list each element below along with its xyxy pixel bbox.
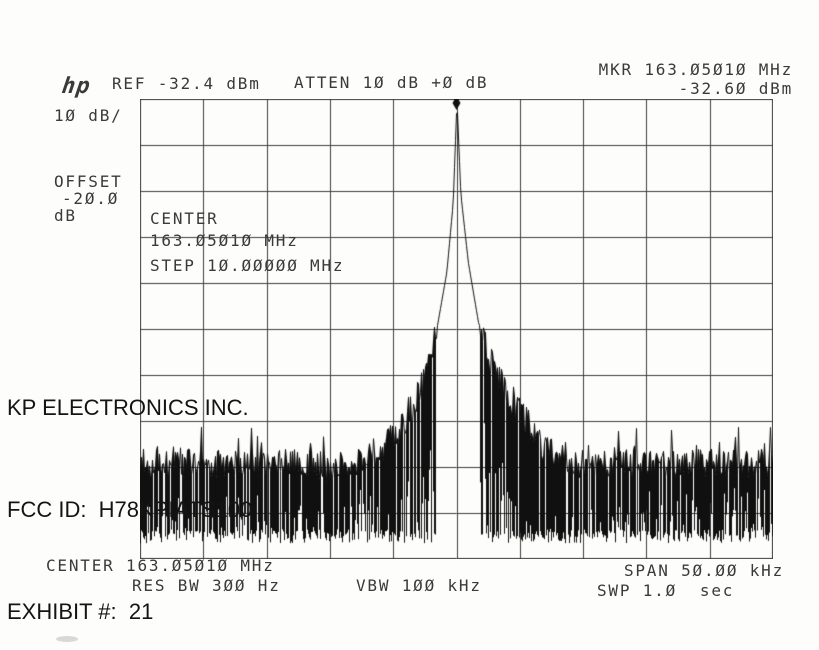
center-frequency-value: 163.Ø5Ø1Ø MHz <box>150 231 299 250</box>
center-frequency-label: CENTER <box>150 209 219 228</box>
offset-label: OFFSET <box>54 172 123 191</box>
sweep-time-readout: SWP 1.Ø sec <box>597 581 735 600</box>
ref-level-readout: REF -32.4 dBm <box>112 74 261 93</box>
offset-value: -2Ø.Ø <box>62 189 120 208</box>
company-name: KP ELECTRONICS INC. <box>7 395 249 420</box>
step-size-readout: STEP 1Ø.ØØØØØ MHz <box>150 256 345 275</box>
marker-frequency-readout: MKR 163.Ø5Ø1Ø MHz <box>598 60 793 79</box>
video-bandwidth-readout: VBW 1ØØ kHz <box>356 576 482 595</box>
marker-amplitude-readout: -32.6Ø dBm <box>678 79 793 98</box>
fcc-id: FCC ID: H78KPIATS100 <box>7 497 253 522</box>
fcc-exhibit-annotation: KP ELECTRONICS INC. FCC ID: H78KPIATS100… <box>7 323 252 650</box>
spectrum-trace-graticule <box>140 99 773 559</box>
footer-center-frequency: CENTER 163.Ø5Ø1Ø MHz <box>46 556 275 575</box>
exhibit-number: EXHIBIT #: 21 <box>7 599 154 624</box>
offset-unit: dB <box>54 206 77 225</box>
scale-per-div-label: 1Ø dB/ <box>54 106 123 125</box>
span-readout: SPAN 5Ø.ØØ kHz <box>623 561 784 580</box>
attenuation-readout: ATTEN 1Ø dB +Ø dB <box>294 73 489 92</box>
resolution-bandwidth-readout: RES BW 3ØØ Hz <box>132 576 281 595</box>
scan-smudge-artifact <box>56 636 78 642</box>
hp-logo: hp <box>60 74 93 99</box>
